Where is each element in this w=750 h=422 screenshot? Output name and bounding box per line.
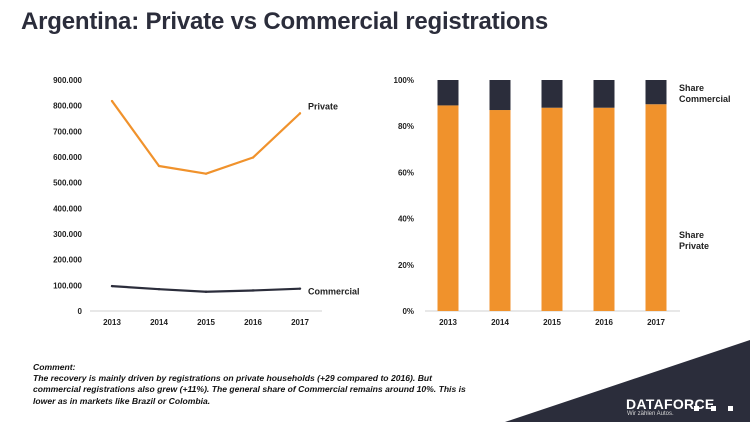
series-label: Private bbox=[308, 101, 338, 111]
x-tick-label: 2013 bbox=[439, 318, 457, 327]
y-tick-label: 20% bbox=[398, 261, 414, 270]
y-tick-label: 700.000 bbox=[53, 127, 82, 136]
y-tick-label: 40% bbox=[398, 215, 414, 224]
y-tick-label: 600.000 bbox=[53, 153, 82, 162]
bar-segment-share-private bbox=[437, 105, 459, 311]
comment-line: lower as in markets like Brazil or Colom… bbox=[33, 395, 211, 406]
x-tick-label: 2017 bbox=[647, 318, 665, 327]
data-point bbox=[157, 287, 161, 291]
series-label: Commercial bbox=[308, 287, 360, 297]
y-tick-label: 60% bbox=[398, 168, 414, 177]
data-point bbox=[298, 112, 302, 115]
bar-segment-share-commercial bbox=[489, 80, 511, 111]
page-title: Argentina: Private vs Commercial registr… bbox=[21, 8, 548, 35]
bar-segment-share-commercial bbox=[645, 80, 667, 105]
data-point bbox=[110, 284, 114, 288]
logo-dots-icon bbox=[694, 406, 733, 411]
data-point bbox=[251, 289, 255, 292]
y-tick-label: 200.000 bbox=[53, 256, 82, 265]
legend-label: Commercial bbox=[679, 94, 731, 104]
y-tick-label: 80% bbox=[398, 122, 414, 131]
legend-label: Private bbox=[679, 241, 709, 251]
y-tick-label: 900.000 bbox=[53, 76, 82, 85]
x-tick-label: 2016 bbox=[595, 318, 613, 327]
data-point bbox=[204, 172, 208, 175]
data-point bbox=[251, 156, 255, 159]
x-tick-label: 2015 bbox=[197, 318, 215, 327]
data-point bbox=[157, 164, 161, 168]
bar-segment-share-private bbox=[489, 110, 511, 311]
data-point bbox=[204, 290, 208, 293]
x-tick-label: 2017 bbox=[291, 318, 309, 327]
bar-segment-share-private bbox=[541, 107, 563, 311]
legend-label: Share bbox=[679, 83, 704, 93]
y-tick-label: 100.000 bbox=[53, 281, 82, 290]
bar-segment-share-commercial bbox=[541, 80, 563, 108]
y-tick-label: 400.000 bbox=[53, 204, 82, 213]
x-tick-label: 2013 bbox=[103, 318, 121, 327]
bar-segment-share-private bbox=[645, 104, 667, 311]
data-point bbox=[110, 99, 114, 103]
x-tick-label: 2016 bbox=[244, 318, 262, 327]
brand-tagline: Wir zählen Autos. bbox=[627, 411, 674, 417]
bar-segment-share-private bbox=[593, 107, 615, 311]
comment-line: The recovery is mainly driven by registr… bbox=[33, 373, 433, 384]
x-tick-label: 2014 bbox=[491, 318, 509, 327]
dataforce-logo: DATAFORCE bbox=[626, 396, 715, 412]
data-point bbox=[298, 287, 302, 290]
y-tick-label: 800.000 bbox=[53, 102, 82, 111]
bar-segment-share-commercial bbox=[593, 80, 615, 108]
y-tick-label: 0 bbox=[78, 307, 83, 316]
legend-label: Share bbox=[679, 230, 704, 240]
comment-box: Comment: The recovery is mainly driven b… bbox=[33, 362, 503, 407]
x-tick-label: 2015 bbox=[543, 318, 561, 327]
y-tick-label: 300.000 bbox=[53, 230, 82, 239]
comment-line: commercial registrations also grew (+11%… bbox=[33, 384, 466, 395]
y-tick-label: 100% bbox=[394, 76, 414, 85]
y-tick-label: 0% bbox=[402, 307, 414, 316]
bar-segment-share-commercial bbox=[437, 80, 459, 106]
y-tick-label: 500.000 bbox=[53, 179, 82, 188]
comment-heading: Comment: bbox=[33, 362, 76, 372]
x-tick-label: 2014 bbox=[150, 318, 168, 327]
